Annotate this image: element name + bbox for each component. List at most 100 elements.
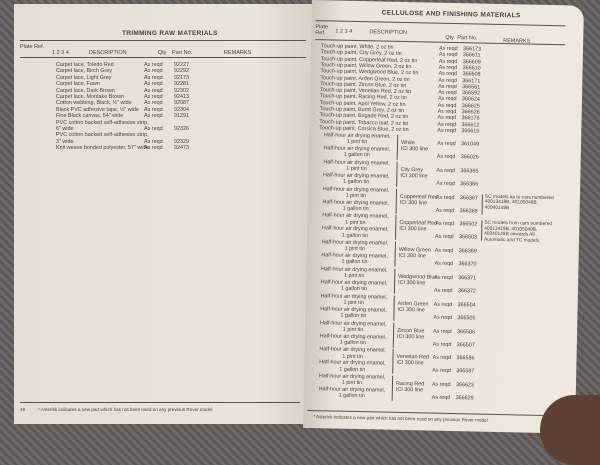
brace [395,188,398,214]
footnote: * Asterisk indicates a new part which ha… [313,414,488,423]
gallon-qty: As reqd [432,341,452,348]
header-description: DESCRIPTION [89,50,127,56]
enamel-gallon-description: Half-hour air drying enamel, 1 gallon ti… [320,279,388,293]
row-part-no: 92302 [174,87,189,94]
pint-qty: As reqd [433,301,453,308]
header-cols: 1 2 3 4 [52,50,69,56]
row-part-no: 92087 [174,100,189,107]
left-page: TRIMMING RAW MATERIALS Plate Ref. 1 2 3 … [14,4,314,424]
gallon-part-no: 366372 [457,288,476,295]
pint-qty: As reqd [434,247,454,255]
row-qty: As reqd [144,87,163,94]
footnote: * Asterisk indicates a new part which ha… [38,407,213,412]
row-description: Carpet lace, Dark Brown [56,87,115,94]
row-qty: As reqd [144,100,163,107]
pint-part-no: 366504 [457,301,476,309]
row-description: Carpet lace, Montake Brown [56,94,125,100]
gallon-qty: As reqd [434,260,454,268]
brace [392,349,394,375]
row-description: PVC cotton backed self-adhesive strip, [56,132,149,139]
header-part-no: Part No. [457,35,478,42]
pint-qty: As reqd [433,328,452,335]
enamel-pint-description: Half-hour air drying enamel, 1 pint tin [321,266,388,280]
right-page: CELLULOSE AND FINISHING MATERIALS Plate … [303,0,584,434]
remark: SC models from cars numbered 40013419B, … [483,221,553,244]
gallon-qty: As reqd [436,180,455,187]
row-qty: As reqd [144,68,163,75]
paint-line: ICI 300 line [398,279,426,287]
row-part-no: 92473 [174,145,189,152]
brace [396,161,398,187]
remark: SC models up to cars numbered 40013418B,… [484,194,554,211]
enamel-gallon-description: Half-hour air drying enamel, 1 gallon ti… [321,225,389,239]
pint-part-no: 361049 [460,141,480,148]
pint-part-no: 366623 [455,382,475,389]
paint-line: ICI 300 line [395,387,424,394]
row-qty: As reqd [437,127,456,134]
row-qty: As reqd [144,106,163,113]
row-part-no: 92304 [174,106,189,113]
enamel-gallon-description: Half-hour air drying enamel, 1 gallon ti… [321,252,388,266]
row-description: Carpet lace, Birch Grey [56,68,113,75]
paint-line: ICI 300 line [400,172,428,180]
paint-line: ICI 300 line [400,145,429,153]
gallon-qty: As reqd [435,207,455,214]
hand [540,395,600,465]
enamel-pint-description: Half-hour air drying enamel, 1 pint tin [322,212,389,226]
row-part-no: 92281 [174,81,189,88]
pint-part-no: 366369 [458,248,477,255]
pint-qty: As reqd [431,381,451,389]
pint-part-no: 366371 [458,275,477,282]
divider [20,40,306,41]
header-part-no: Part No. [172,50,193,56]
brace [394,215,397,241]
header-description: DESCRIPTION [369,29,407,36]
paint-line: ICI 300 line [399,199,428,207]
row-description: Carpet lace, Light Grey [56,74,112,81]
enamel-gallon-description: Half-hour air drying enamel, 1 gallon ti… [320,306,387,320]
row-part-no: 366615 [461,128,480,135]
pint-qty: As reqd [432,354,452,362]
enamel-gallon-description: Half-hour air drying enamel, 1 gallon ti… [323,145,391,159]
enamel-gallon-description: Half-hour air drying enamel, 1 gallon ti… [323,172,390,186]
row-qty: As reqd [144,145,163,152]
gallon-qty: As reqd [433,314,453,321]
page-title: CELLULOSE AND FINISHING MATERIALS [381,9,521,20]
brace [392,322,395,348]
pint-qty: As reqd [435,194,455,201]
brace [391,375,394,401]
gallon-part-no: 366368 [459,207,478,215]
divider [20,402,300,403]
enamel-gallon-description: Half-hour air drying enamel, 1 gallon ti… [318,386,386,400]
header-qty: Qty [158,50,167,56]
row-part-no: 92329 [174,138,189,145]
brace [394,241,396,267]
row-part-no: 91291 [174,113,189,120]
enamel-pint-description: Half-hour air drying enamel, 1 pint tin [323,159,390,173]
row-description: Fine Black canvas, 54" wide [56,113,124,120]
paint-line: ICI 300 line [399,226,427,233]
pint-qty: As reqd [436,140,456,148]
row-description: 3" wide [56,138,74,145]
gallon-part-no: 366370 [458,261,477,268]
page-number: 48 [20,407,26,412]
pint-qty: As reqd [435,221,454,228]
header-remarks: REMARKS [224,50,252,56]
row-qty: As reqd [144,94,163,100]
gallon-part-no: 366026 [460,154,479,161]
parts-table: Touch-up paint, White, 2 oz tin As reqd 36… [312,0,584,401]
row-part-no: 92292 [174,68,189,75]
row-part-no: 92326 [174,126,189,132]
header-qty: Qty [445,34,454,41]
enamel-pint-description: Half-hour air drying enamel, 1 pint tin [319,319,387,334]
gallon-qty: As reqd [435,234,454,241]
divider [20,57,306,58]
gallon-part-no: 366366 [460,180,479,188]
row-qty: As reqd [144,126,163,132]
gallon-qty: As reqd [433,287,453,295]
enamel-gallon-description: Half-hour air drying enamel, 1 gallon ti… [319,359,386,373]
brace [481,194,483,215]
pint-part-no: 366367 [459,194,478,202]
pint-part-no: 366586 [456,355,475,362]
header-plate-ref: Plate Ref. [20,44,45,50]
